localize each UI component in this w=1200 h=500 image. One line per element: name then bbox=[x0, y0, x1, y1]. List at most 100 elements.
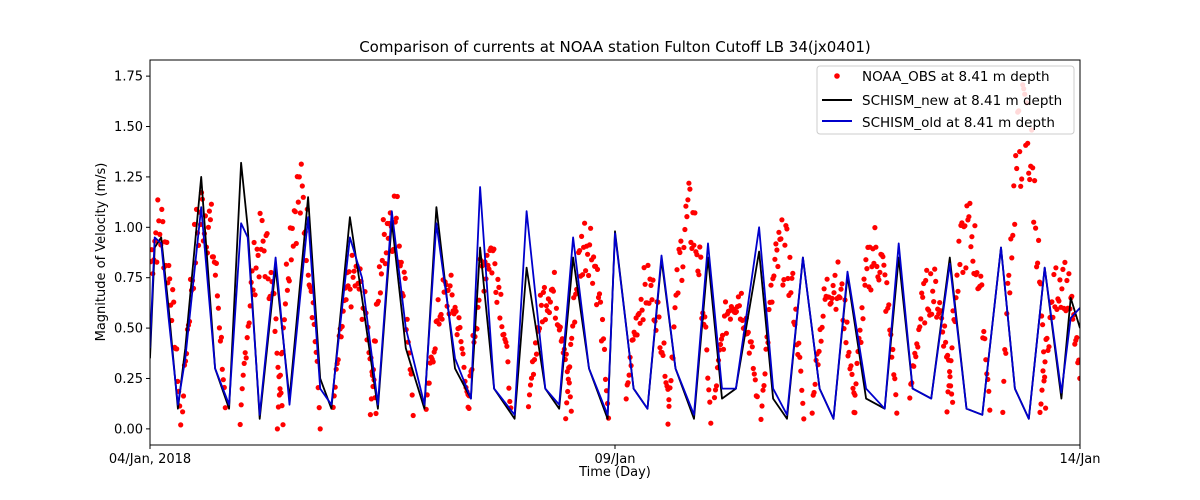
obs-point bbox=[649, 297, 655, 303]
obs-point bbox=[180, 409, 186, 415]
obs-point bbox=[677, 249, 683, 256]
obs-point bbox=[943, 339, 949, 345]
obs-point bbox=[785, 275, 791, 282]
obs-point bbox=[533, 351, 540, 357]
obs-point bbox=[1038, 281, 1044, 287]
obs-point bbox=[861, 276, 867, 282]
obs-point bbox=[917, 324, 923, 330]
obs-point bbox=[346, 269, 352, 275]
obs-point bbox=[967, 200, 973, 206]
obs-point bbox=[351, 268, 357, 274]
obs-point bbox=[941, 343, 947, 349]
obs-point bbox=[798, 368, 804, 374]
obs-point bbox=[947, 369, 953, 375]
obs-point bbox=[274, 350, 280, 356]
obs-point bbox=[891, 372, 897, 378]
obs-point bbox=[733, 309, 740, 315]
obs-point bbox=[881, 262, 887, 268]
y-tick-label: 1.25 bbox=[114, 170, 143, 185]
obs-point bbox=[594, 266, 601, 272]
obs-point bbox=[394, 193, 400, 200]
obs-point bbox=[253, 265, 259, 271]
obs-point bbox=[251, 239, 257, 246]
obs-point bbox=[401, 269, 407, 275]
obs-point bbox=[675, 290, 681, 296]
obs-point bbox=[212, 272, 218, 278]
obs-point bbox=[666, 397, 672, 403]
obs-point bbox=[829, 295, 835, 301]
obs-point bbox=[671, 324, 677, 330]
obs-point bbox=[260, 238, 266, 244]
obs-point bbox=[261, 248, 267, 254]
obs-point bbox=[1036, 237, 1042, 243]
obs-point bbox=[850, 385, 856, 391]
obs-point bbox=[430, 359, 436, 365]
plot-area bbox=[150, 82, 1080, 432]
obs-point bbox=[1001, 378, 1007, 384]
obs-point bbox=[206, 208, 212, 214]
obs-point bbox=[685, 197, 691, 203]
obs-point bbox=[435, 297, 441, 303]
obs-point bbox=[781, 277, 787, 283]
obs-point bbox=[831, 290, 837, 296]
obs-point bbox=[1040, 368, 1046, 374]
obs-point bbox=[439, 316, 445, 322]
obs-point bbox=[748, 339, 754, 345]
obs-point bbox=[766, 306, 772, 313]
obs-point bbox=[763, 346, 769, 352]
obs-point bbox=[505, 359, 511, 365]
legend-label-obs: NOAA_OBS at 8.41 m depth bbox=[862, 69, 1050, 85]
obs-point bbox=[380, 217, 386, 223]
obs-point bbox=[568, 408, 574, 414]
obs-point bbox=[930, 288, 936, 294]
obs-point bbox=[727, 316, 734, 322]
obs-point bbox=[759, 403, 765, 409]
obs-point bbox=[837, 295, 843, 301]
obs-point bbox=[665, 421, 671, 427]
obs-point bbox=[492, 261, 498, 267]
obs-point bbox=[818, 338, 824, 344]
obs-point bbox=[453, 308, 459, 314]
obs-point bbox=[978, 273, 984, 279]
obs-point bbox=[501, 331, 507, 337]
obs-point bbox=[546, 309, 553, 316]
obs-point bbox=[928, 271, 934, 277]
obs-point bbox=[708, 420, 714, 426]
obs-point bbox=[530, 371, 537, 377]
obs-point bbox=[286, 278, 292, 284]
obs-point bbox=[241, 360, 247, 366]
obs-point bbox=[913, 354, 919, 360]
obs-point bbox=[602, 376, 609, 382]
obs-point bbox=[832, 272, 838, 278]
obs-point bbox=[877, 269, 883, 275]
obs-point bbox=[213, 260, 219, 266]
obs-point bbox=[646, 300, 652, 306]
obs-point bbox=[300, 194, 306, 200]
obs-point bbox=[283, 261, 289, 267]
obs-point bbox=[859, 305, 865, 311]
obs-point bbox=[630, 337, 636, 343]
obs-point bbox=[872, 225, 878, 231]
obs-point bbox=[751, 371, 757, 377]
obs-point bbox=[244, 335, 250, 341]
obs-point bbox=[1053, 265, 1059, 271]
obs-point bbox=[495, 276, 501, 282]
obs-point bbox=[956, 238, 962, 244]
obs-point bbox=[1037, 409, 1043, 415]
obs-point bbox=[496, 284, 502, 290]
obs-point bbox=[1042, 359, 1048, 365]
obs-point bbox=[769, 299, 775, 305]
obs-point bbox=[600, 336, 607, 342]
obs-point bbox=[438, 311, 444, 318]
obs-point bbox=[293, 240, 299, 247]
obs-point bbox=[1041, 378, 1047, 384]
obs-point bbox=[821, 286, 827, 292]
obs-point bbox=[564, 400, 570, 406]
obs-point bbox=[947, 374, 953, 380]
obs-point bbox=[164, 239, 170, 245]
obs-point bbox=[207, 217, 213, 223]
obs-point bbox=[486, 266, 492, 272]
obs-point bbox=[215, 305, 221, 311]
obs-point bbox=[839, 281, 845, 287]
obs-point bbox=[929, 311, 935, 317]
